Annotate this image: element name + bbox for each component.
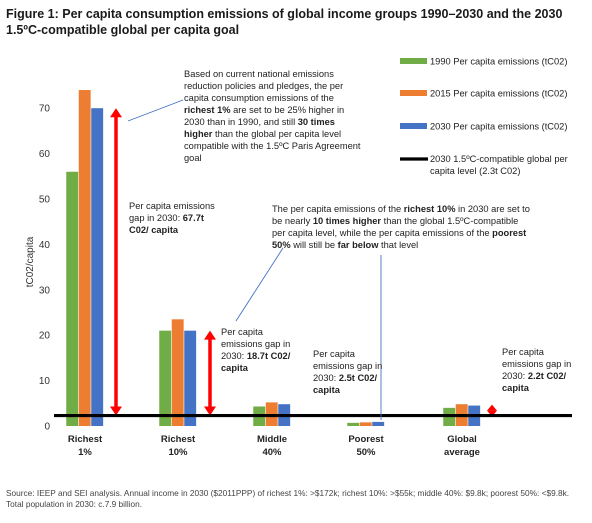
x-axis-labels: Richest 1% Richest 10% Middle 40% Poorest 50% Gl… xyxy=(68,434,480,458)
bar xyxy=(347,422,360,426)
legend-goal-label-line2: capita level (2.3t C02) xyxy=(430,166,520,176)
y-tick-label: 70 xyxy=(39,104,51,115)
annotation-gap-richest1: Per capita emissions gap in 2030: 67.7t … xyxy=(129,201,215,235)
gap-arrow xyxy=(204,330,216,416)
bar xyxy=(359,422,372,426)
gap-arrows xyxy=(110,108,497,417)
annotation-gap-richest10: Per capita emissions gap in 2030: 18.7t … xyxy=(221,327,291,373)
annotation-top: Based on current national emissions redu… xyxy=(184,69,361,163)
gap-arrow-head-up xyxy=(487,404,497,411)
bar xyxy=(66,171,79,426)
source-note: Source: IEEP and SEI analysis. Annual in… xyxy=(6,488,570,509)
annotation-middle: The per capita emissions of the richest … xyxy=(272,204,530,250)
legend: 1990 Per capita emissions (tC02) 2015 Per… xyxy=(400,57,568,176)
x-tick-label: Richest xyxy=(161,434,196,445)
y-tick-label: 0 xyxy=(44,422,50,433)
gap-arrow-head-up xyxy=(204,330,216,340)
annotation-gap-average: Per capita emissions gap in 2030: 2.2t C… xyxy=(502,347,572,393)
legend-swatch xyxy=(400,90,427,96)
x-tick-label: 1% xyxy=(78,447,92,458)
y-tick-label: 60 xyxy=(39,149,51,160)
legend-goal-label-line1: 2030 1.5ºC-compatible global per xyxy=(430,154,568,164)
annotation-leaders xyxy=(127,99,382,420)
gap-arrow-head-down xyxy=(487,410,497,417)
leader-line xyxy=(235,247,284,322)
x-tick-label: 10% xyxy=(168,447,188,458)
bar xyxy=(78,90,91,426)
y-tick-label: 10 xyxy=(39,376,51,387)
legend-label: 2015 Per capita emissions (tC02) xyxy=(430,89,567,99)
chart-title: Figure 1: Per capita consumption emissio… xyxy=(6,7,563,37)
y-axis-label: tC02/capita xyxy=(25,236,36,287)
x-tick-label: Richest xyxy=(68,434,103,445)
bar xyxy=(372,421,385,426)
legend-label: 2030 Per capita emissions (tC02) xyxy=(430,122,567,132)
y-axis: 0 10 20 30 40 50 60 70 xyxy=(39,104,51,433)
x-tick-label: 50% xyxy=(356,447,376,458)
x-tick-label: Global xyxy=(447,434,477,445)
x-tick-label: 40% xyxy=(262,447,282,458)
gap-arrow xyxy=(487,404,497,417)
y-tick-label: 30 xyxy=(39,285,51,296)
legend-swatch xyxy=(400,123,427,129)
bar xyxy=(159,330,172,426)
gap-arrow xyxy=(110,108,122,416)
leader-line xyxy=(127,99,184,122)
gap-arrow-head-down xyxy=(204,406,216,416)
y-tick-label: 40 xyxy=(39,240,51,251)
bar xyxy=(171,319,184,426)
annotation-gap-middle40: Per capita emissions gap in 2030: 2.5t C… xyxy=(313,349,383,395)
gap-arrow-head-up xyxy=(110,108,122,118)
y-tick-label: 20 xyxy=(39,331,51,342)
x-tick-label: average xyxy=(444,447,480,458)
y-tick-label: 50 xyxy=(39,195,51,206)
bar xyxy=(91,108,104,426)
gap-arrow-head-down xyxy=(110,406,122,416)
x-tick-label: Poorest xyxy=(348,434,384,445)
legend-swatch xyxy=(400,58,427,64)
legend-label: 1990 Per capita emissions (tC02) xyxy=(430,57,567,67)
x-tick-label: Middle xyxy=(257,434,287,445)
bar xyxy=(184,330,197,426)
